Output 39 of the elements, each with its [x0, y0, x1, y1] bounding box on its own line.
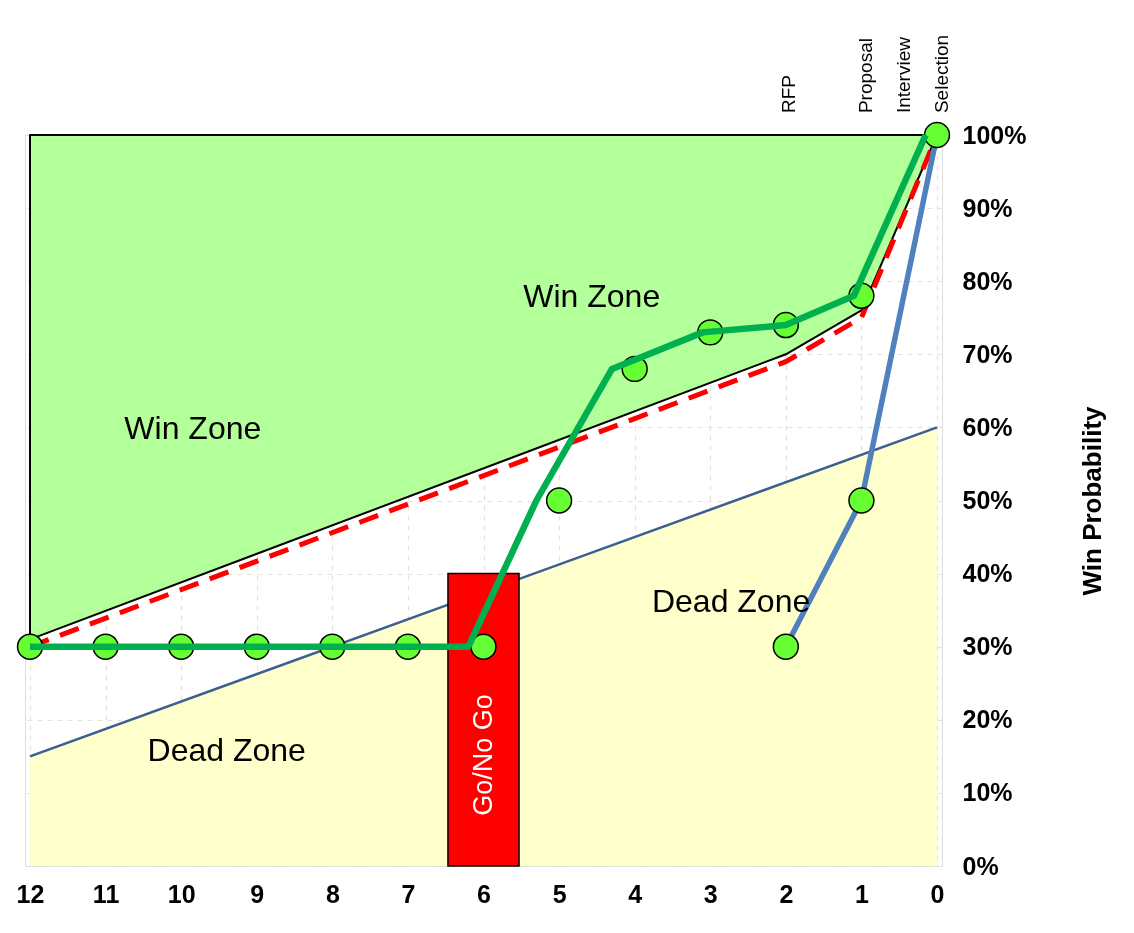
- y-tick-label: 90%: [962, 193, 1013, 222]
- x-tick-label: 12: [16, 879, 45, 908]
- y-tick-label: 60%: [962, 412, 1013, 441]
- y-tick-label: 70%: [962, 339, 1013, 368]
- y-tick-label: 10%: [962, 778, 1013, 807]
- x-tick-label: 0: [930, 879, 945, 908]
- y-tick-label: 80%: [962, 266, 1013, 295]
- text: Interview: [892, 36, 914, 114]
- text: Selection: [931, 34, 952, 114]
- x-tick-label: 11: [92, 879, 120, 908]
- x-tick-label: 10: [167, 879, 196, 908]
- point: [470, 633, 497, 660]
- y-tick-label: 100%: [962, 120, 1027, 149]
- x-tick-label: 7: [401, 879, 416, 908]
- x-tick-label: 1: [854, 879, 869, 908]
- x-tick-label: 8: [325, 879, 340, 908]
- annotation: Win Zone: [124, 409, 262, 446]
- text: Proposal: [854, 38, 876, 114]
- y-tick-label: 0%: [962, 851, 999, 880]
- point: [923, 121, 951, 149]
- series-label: Go/No Go: [467, 694, 498, 816]
- y-tick-label: 40%: [962, 559, 1013, 588]
- x-tick-label: 4: [628, 879, 643, 908]
- point: [848, 487, 875, 514]
- y-tick-label: 20%: [962, 705, 1013, 734]
- y-tick-label: 30%: [962, 632, 1013, 661]
- annotation: Dead Zone: [147, 732, 306, 769]
- x-tick-label: 3: [703, 879, 718, 908]
- x-tick-label: 9: [250, 879, 265, 908]
- point: [772, 633, 800, 660]
- point: [545, 487, 573, 514]
- y-tick-label: 50%: [962, 486, 1013, 514]
- x-tick-label: 5: [552, 879, 567, 908]
- x-tick-label: 2: [779, 879, 794, 908]
- annotation: Win Zone: [523, 278, 661, 315]
- y-axis-title: Win Probability: [1077, 405, 1108, 596]
- annotation: Dead Zone: [651, 583, 811, 620]
- text: RFP: [777, 75, 799, 114]
- x-tick-label: 6: [477, 879, 491, 908]
